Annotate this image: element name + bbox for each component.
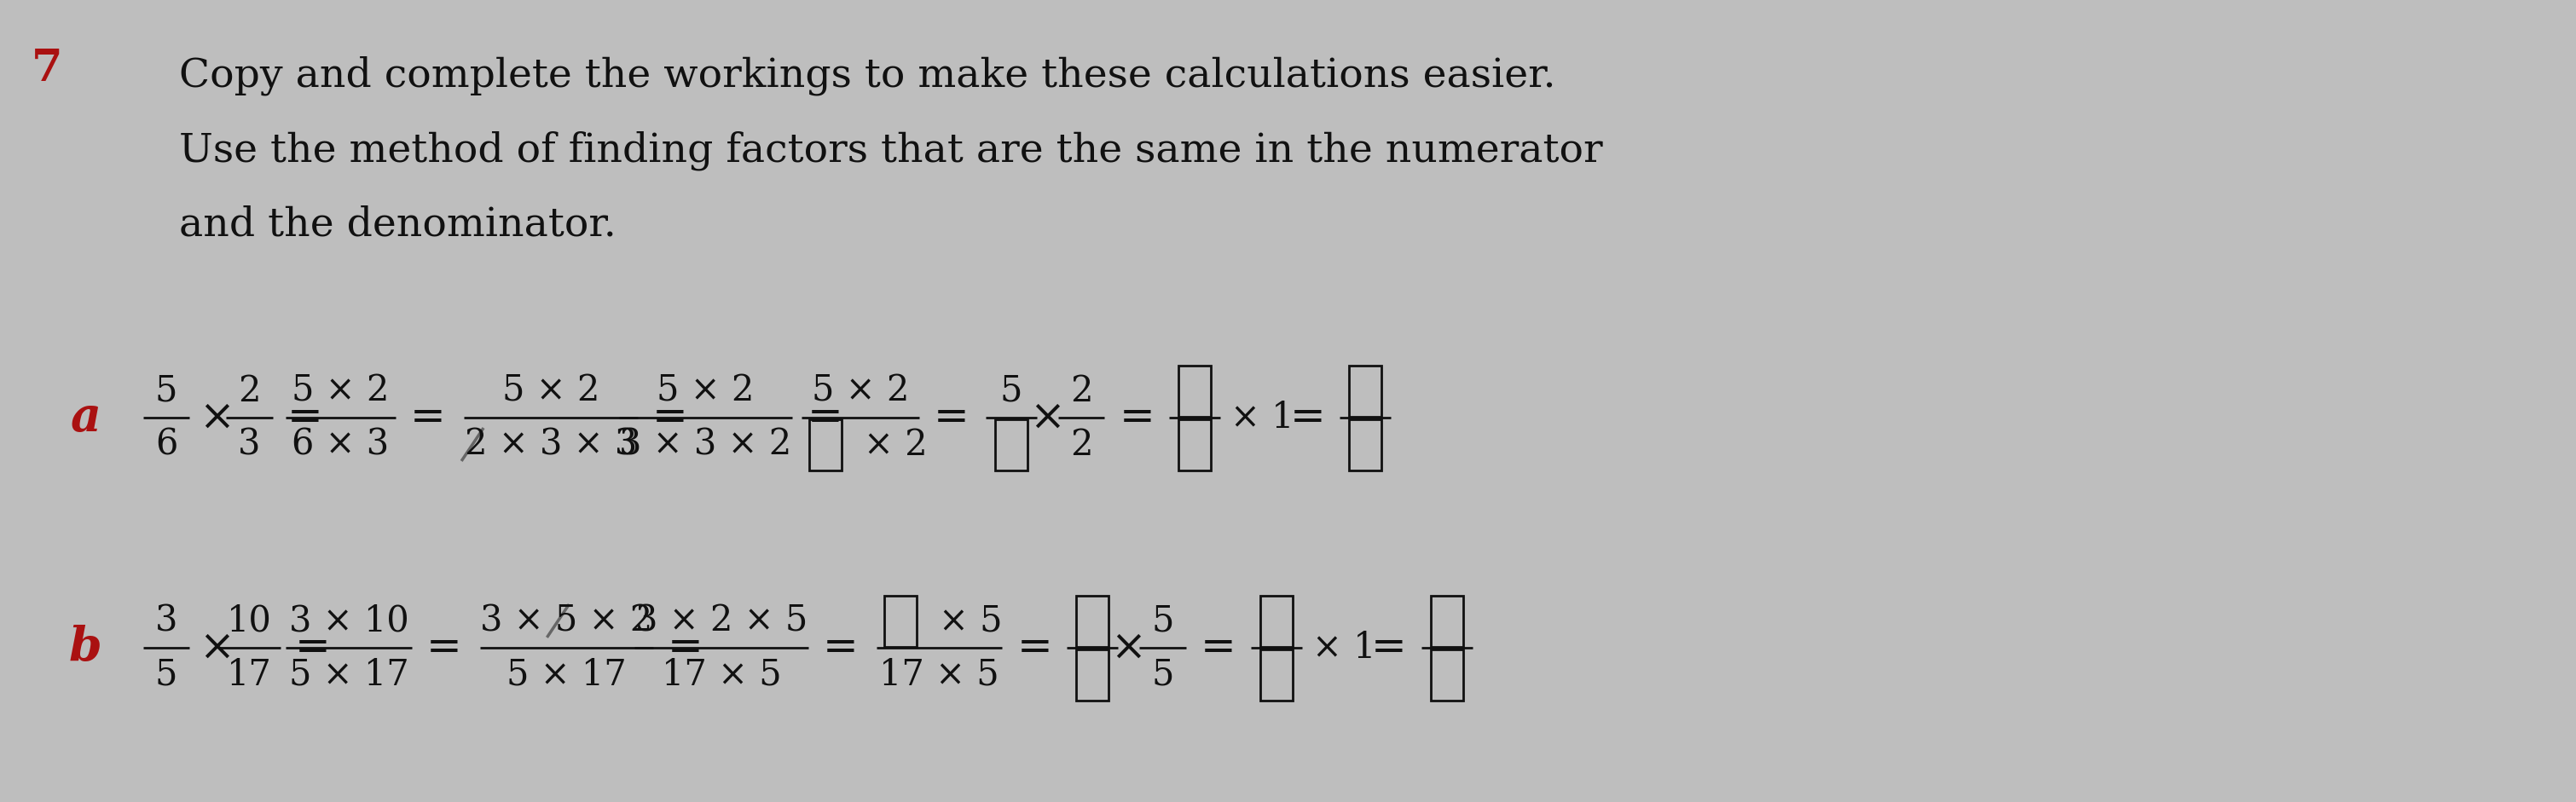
Text: 17: 17 xyxy=(227,657,273,692)
Text: × 1: × 1 xyxy=(1311,630,1376,666)
Text: 2: 2 xyxy=(1069,373,1092,409)
Bar xyxy=(1430,595,1463,646)
Text: 6: 6 xyxy=(155,427,178,463)
Text: 5 × 2: 5 × 2 xyxy=(502,373,600,409)
Bar xyxy=(1180,419,1211,470)
Text: =: = xyxy=(1018,626,1054,669)
Text: 2: 2 xyxy=(237,373,260,409)
Bar xyxy=(1077,649,1108,700)
Text: 5 × 17: 5 × 17 xyxy=(507,657,626,692)
Bar xyxy=(1350,365,1381,416)
Text: 3 × 5 × 2: 3 × 5 × 2 xyxy=(479,603,652,638)
Bar xyxy=(1180,365,1211,416)
Text: =: = xyxy=(652,396,688,439)
Text: × 1: × 1 xyxy=(1231,399,1293,435)
Text: =: = xyxy=(1118,396,1154,439)
Text: 5: 5 xyxy=(999,373,1023,409)
Text: 3: 3 xyxy=(237,427,260,463)
Text: a: a xyxy=(70,394,100,441)
Text: 5 × 2: 5 × 2 xyxy=(811,373,909,409)
Bar xyxy=(1077,595,1108,646)
Text: b: b xyxy=(70,624,103,671)
Text: =: = xyxy=(296,626,330,669)
Text: 5 × 2: 5 × 2 xyxy=(657,373,755,409)
Text: 2: 2 xyxy=(1069,427,1092,463)
Text: =: = xyxy=(410,396,446,439)
Bar xyxy=(809,419,842,470)
Text: Copy and complete the workings to make these calculations easier.: Copy and complete the workings to make t… xyxy=(180,55,1556,95)
Text: 5 × 2: 5 × 2 xyxy=(291,373,389,409)
Text: × 2: × 2 xyxy=(863,427,927,463)
Text: 5: 5 xyxy=(1151,657,1175,692)
Bar xyxy=(1430,649,1463,700)
Text: =: = xyxy=(1370,626,1406,669)
Text: 3 × 3 × 2: 3 × 3 × 2 xyxy=(618,427,791,463)
Bar xyxy=(1350,419,1381,470)
Text: 5: 5 xyxy=(155,373,178,409)
Bar xyxy=(1260,649,1293,700)
Text: =: = xyxy=(935,396,969,439)
Text: =: = xyxy=(667,626,703,669)
Bar xyxy=(994,419,1028,470)
Text: ×: × xyxy=(198,626,234,669)
Text: 3 × 2 × 5: 3 × 2 × 5 xyxy=(636,603,809,638)
Text: =: = xyxy=(425,626,461,669)
Text: 6 × 3: 6 × 3 xyxy=(291,427,389,463)
Text: ×: × xyxy=(1030,396,1064,439)
Text: 2 × 3 × 3: 2 × 3 × 3 xyxy=(464,427,636,463)
Text: 5: 5 xyxy=(1151,603,1175,638)
Text: 10: 10 xyxy=(227,603,273,638)
Text: 17 × 5: 17 × 5 xyxy=(662,657,781,692)
Text: 3 × 10: 3 × 10 xyxy=(289,603,410,638)
Text: ×: × xyxy=(198,396,234,439)
Text: Use the method of finding factors that are the same in the numerator: Use the method of finding factors that a… xyxy=(180,131,1602,170)
Text: 17 × 5: 17 × 5 xyxy=(878,657,999,692)
Text: 3: 3 xyxy=(155,603,178,638)
Text: 7: 7 xyxy=(31,47,62,90)
Text: =: = xyxy=(822,626,858,669)
Text: =: = xyxy=(806,396,842,439)
Text: and the denominator.: and the denominator. xyxy=(180,205,616,244)
Text: =: = xyxy=(286,396,322,439)
Text: × 5: × 5 xyxy=(938,603,1002,638)
Text: 5: 5 xyxy=(155,657,178,692)
Text: =: = xyxy=(1291,396,1324,439)
Text: 5 × 17: 5 × 17 xyxy=(289,657,410,692)
Text: =: = xyxy=(1200,626,1236,669)
Text: ×: × xyxy=(1110,626,1146,669)
Bar xyxy=(884,595,917,646)
Bar xyxy=(1260,595,1293,646)
